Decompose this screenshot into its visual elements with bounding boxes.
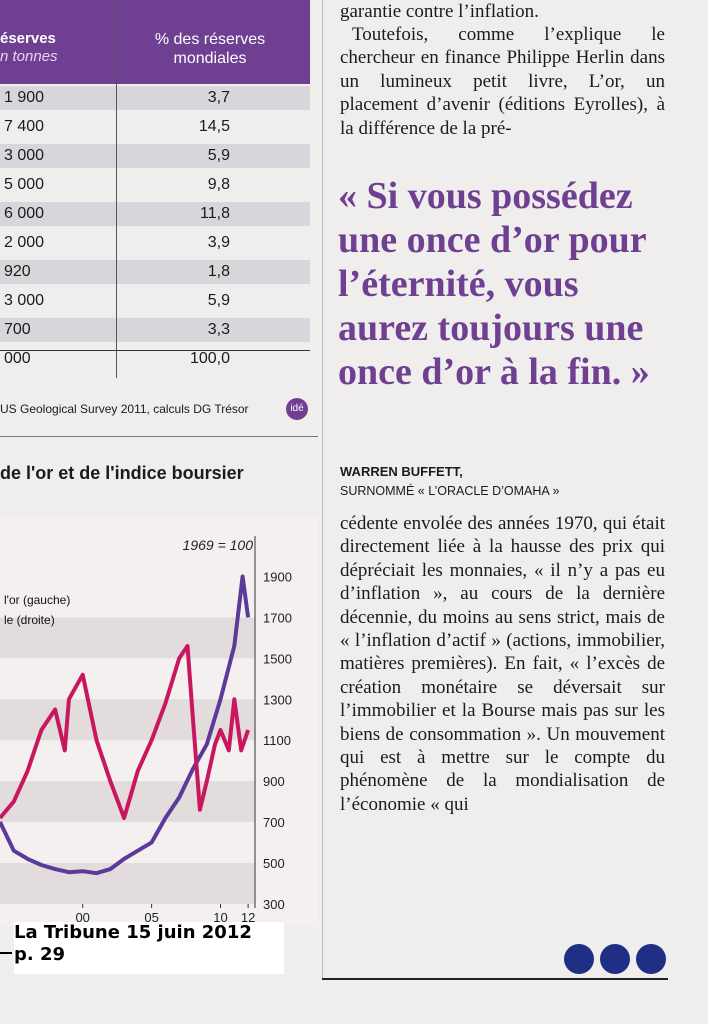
- table-cell-tonnes: 000: [4, 350, 31, 367]
- article-para-1: garantie contre l’inflation.: [340, 1, 539, 22]
- table-cell-tonnes: 920: [4, 263, 31, 280]
- legend-entry-1: l'or (gauche): [4, 593, 70, 607]
- y-tick-label: 300: [263, 897, 285, 912]
- caption-line-1: La Tribune 15 juin 2012: [14, 922, 252, 943]
- table-cell-percent: 3,7: [207, 89, 230, 106]
- ide-logo: idé: [286, 398, 308, 420]
- caption-line-2: p. 29: [14, 944, 66, 965]
- table-cell-percent: 3,9: [207, 234, 230, 251]
- table-cell-percent: 9,8: [207, 176, 230, 193]
- table-cell-tonnes: 3 000: [4, 292, 45, 309]
- source-caption: La Tribune 15 juin 2012 p. 29: [14, 922, 284, 974]
- y-tick-label: 1300: [263, 692, 292, 707]
- table-cell-tonnes: 3 000: [4, 147, 45, 164]
- y-tick-label: 900: [263, 774, 285, 789]
- table-row: 1 900 3,7: [0, 86, 310, 110]
- table-row: 700 3,3: [0, 318, 310, 342]
- table-total-line: [0, 350, 310, 351]
- table-header-percent: % des réserves mondiales: [154, 31, 266, 67]
- table-cell-percent: 100,0: [189, 350, 230, 367]
- y-tick-label: 1700: [263, 610, 292, 625]
- caption-dash: [0, 952, 12, 954]
- quote-author-role: SURNOMMÉ « L’ORACLE D’OMAHA »: [340, 484, 560, 498]
- section-divider: [0, 436, 318, 437]
- table-row: 6 000 11,8: [0, 202, 310, 226]
- table-cell-tonnes: 5 000: [4, 176, 45, 193]
- line-chart: 300 500 700 900 1100 1300 1500 1700 1900 1969 = 1…: [0, 516, 318, 926]
- end-dots: [564, 944, 674, 974]
- table-column-divider: [116, 0, 117, 378]
- table-cell-tonnes: 6 000: [4, 205, 45, 222]
- table-row: 5 000 9,8: [0, 173, 310, 197]
- table-row: 3 000 5,9: [0, 144, 310, 168]
- dot-2: [600, 944, 630, 974]
- table-row: 2 000 3,9: [0, 231, 310, 255]
- y-tick-label: 1900: [263, 569, 292, 584]
- table-cell-percent: 14,5: [198, 118, 230, 135]
- table-row: 7 400 14,5: [0, 115, 310, 139]
- x-tick-label: 10: [213, 910, 227, 925]
- table-row: 000 100,0: [0, 347, 310, 371]
- table-source: US Geological Survey 2011, calculs DG Tr…: [0, 402, 249, 416]
- table-cell-tonnes: 1 900: [4, 89, 45, 106]
- chart-grid-band: [0, 862, 255, 904]
- table-cell-percent: 3,3: [207, 321, 230, 338]
- bottom-rule: [322, 978, 668, 980]
- dot-1: [564, 944, 594, 974]
- article-para-2: Toutefois, comme l’explique le chercheur…: [340, 24, 665, 139]
- y-tick-label: 1500: [263, 651, 292, 666]
- column-rule: [322, 0, 323, 980]
- table-cell-percent: 5,9: [207, 292, 230, 309]
- table-row: 920 1,8: [0, 260, 310, 284]
- chart-title: de l'or et de l'indice boursier: [0, 463, 244, 483]
- table-row: 3 000 5,9: [0, 289, 310, 313]
- dot-3: [636, 944, 666, 974]
- table-cell-percent: 5,9: [207, 147, 230, 164]
- legend-entry-2: le (droite): [4, 613, 55, 627]
- x-tick-label: 05: [144, 910, 158, 925]
- table-cell-tonnes: 2 000: [4, 234, 45, 251]
- y-tick-label: 500: [263, 856, 285, 871]
- table-cell-percent: 11,8: [200, 205, 230, 222]
- pull-quote: « Si vous possédez une once d’or pour l’…: [338, 175, 650, 393]
- table-cell-tonnes: 700: [4, 321, 31, 338]
- series-line-2: [0, 644, 250, 820]
- x-tick-label: 12: [241, 910, 255, 925]
- x-tick-label: 00: [75, 910, 89, 925]
- table-header: [0, 0, 310, 84]
- chart-base-label: 1969 = 100: [183, 537, 254, 553]
- series-line-1: [0, 574, 251, 876]
- y-tick-label: 1100: [263, 733, 291, 748]
- table-header-reserves: éserves n tonnes: [0, 30, 58, 65]
- article-para-3: cédente envolée des années 1970, qui éta…: [340, 513, 665, 815]
- table-cell-percent: 1,8: [207, 263, 230, 280]
- quote-author: WARREN BUFFETT,: [340, 464, 463, 479]
- y-tick-label: 700: [263, 815, 285, 830]
- table-cell-tonnes: 7 400: [4, 118, 45, 135]
- chart-grid-band: [0, 617, 255, 659]
